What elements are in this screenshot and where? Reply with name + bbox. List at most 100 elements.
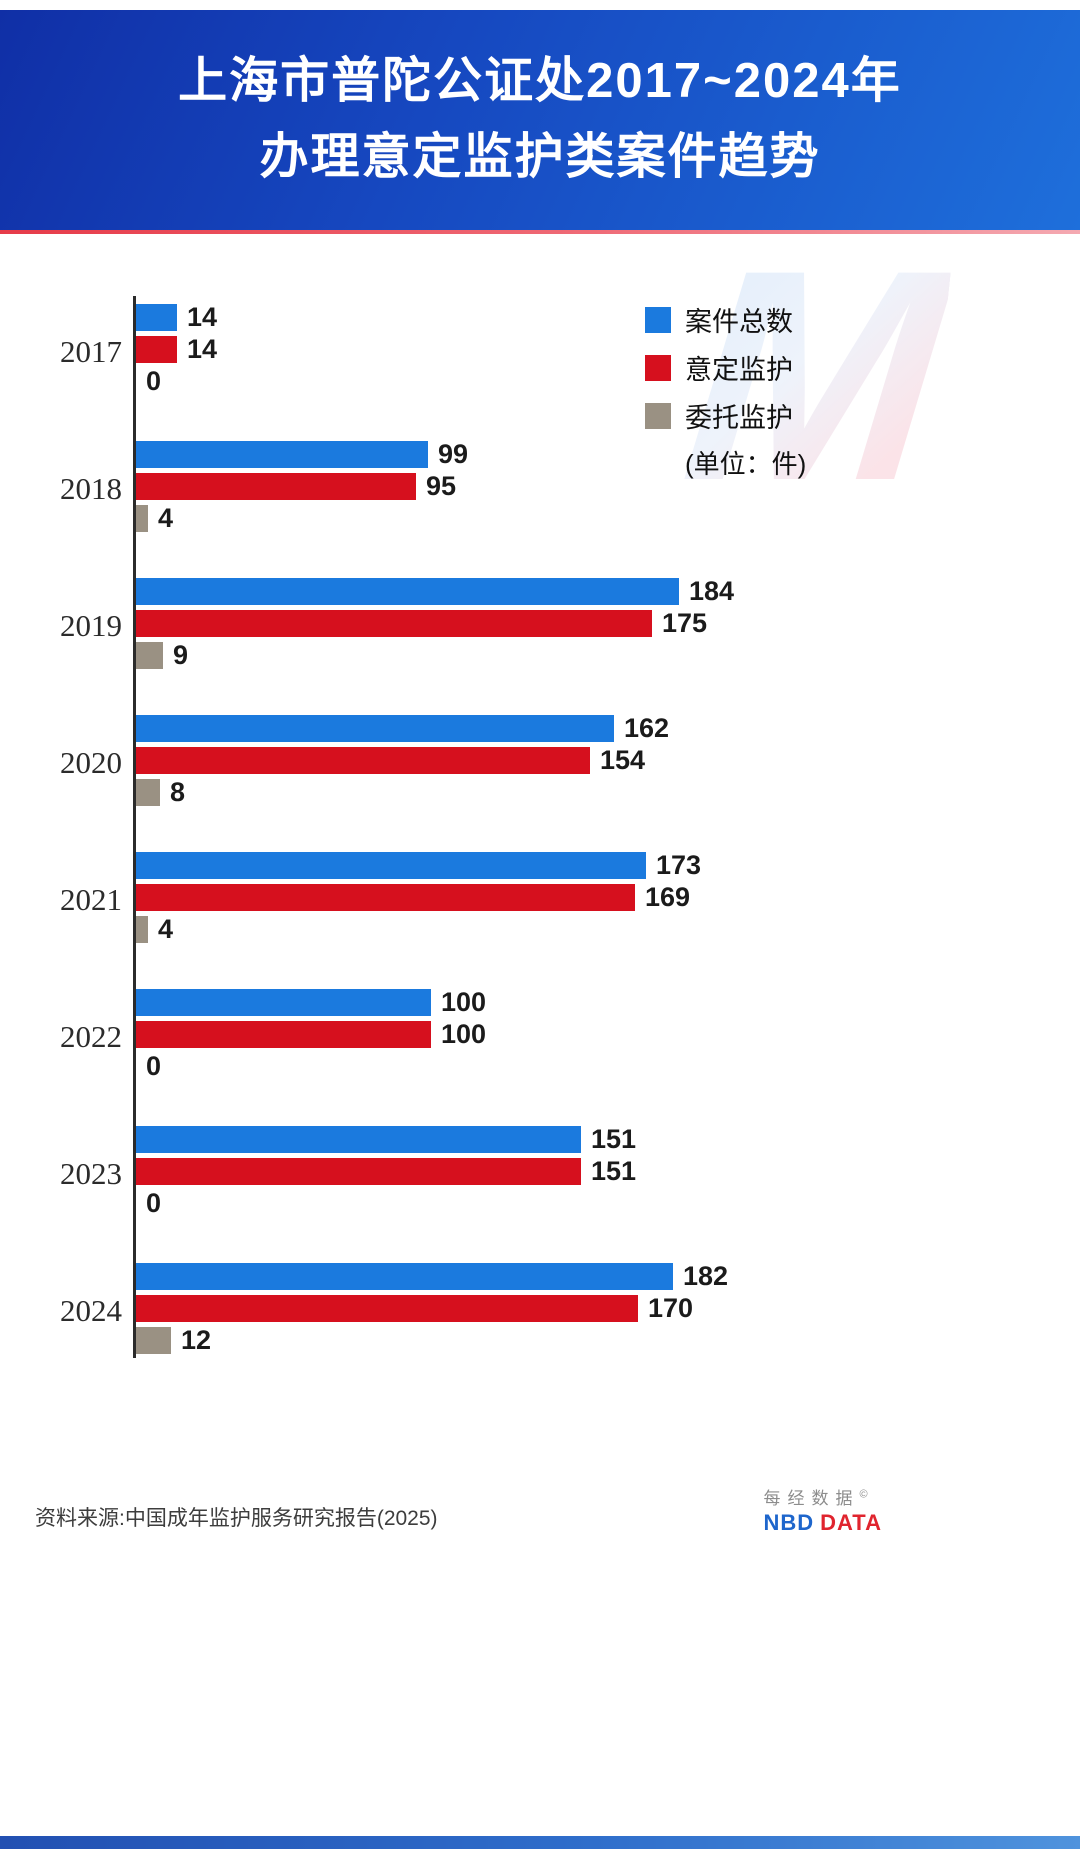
year-label: 2022 [60,1019,122,1054]
legend-item-entrusted-guardianship: 委托监护 [645,396,806,435]
bar-entrusted-guardianship [136,505,148,532]
year-group: 2023 151 151 0 [0,1124,1080,1218]
bar-line: 175 [136,608,1080,638]
bar-total-cases [136,304,177,331]
bar-entrusted-guardianship [136,916,148,943]
value-label: 0 [146,1188,162,1218]
nbd-logo-en-red: DATA [820,1510,882,1536]
bottom-accent-bar [0,1836,1080,1849]
header-banner: 上海市普陀公证处2017~2024年 办理意定监护类案件趋势 [0,10,1080,230]
year-label: 2018 [60,471,122,506]
bar-line: 169 [136,882,1080,912]
bar-voluntary-guardianship [136,473,416,500]
value-label: 0 [146,1051,162,1081]
bar-line: 14 [136,334,1080,364]
year-label: 2017 [60,334,122,369]
value-label: 12 [181,1325,212,1355]
bar-total-cases [136,715,614,742]
legend-item-voluntary-guardianship: 意定监护 [645,348,806,387]
value-label: 8 [170,777,186,807]
source-note: 资料来源:中国成年监护服务研究报告(2025) [35,1507,438,1530]
bar-voluntary-guardianship [136,747,590,774]
legend-label-entrusted-guardianship: 委托监护 [685,403,793,433]
value-label: 184 [689,576,735,606]
bar-voluntary-guardianship [136,610,652,637]
value-label: 170 [648,1293,694,1323]
value-label: 182 [683,1261,729,1291]
page-title-line2: 办理意定监护类案件趋势 [259,130,821,184]
chart-area: 2017 14 14 0 2018 99 95 4 2019 184 175 9 2020 162 154 8… [0,296,1080,1358]
bar-line: 95 [136,471,1080,501]
bar-line: 4 [136,914,1080,944]
bar-line: 4 [136,503,1080,533]
bar-line: 0 [136,366,1080,396]
year-label: 2024 [60,1293,122,1328]
bar-total-cases [136,441,428,468]
bar-line: 154 [136,745,1080,775]
bar-line: 14 [136,302,1080,332]
legend-label-voluntary-guardianship: 意定监护 [685,355,793,385]
legend-label-total-cases: 案件总数 [685,307,793,337]
bar-line: 151 [136,1124,1080,1154]
bar-total-cases [136,1263,673,1290]
bar-line: 170 [136,1293,1080,1323]
value-label: 14 [187,302,218,332]
bar-line: 182 [136,1261,1080,1291]
year-group: 2018 99 95 4 [0,439,1080,533]
value-label: 4 [158,503,174,533]
value-label: 100 [441,987,487,1017]
year-group: 2022 100 100 0 [0,987,1080,1081]
bar-line: 173 [136,850,1080,880]
legend-item-total-cases: 案件总数 [645,300,806,339]
bar-line: 162 [136,713,1080,743]
bar-line: 8 [136,777,1080,807]
value-label: 151 [591,1124,637,1154]
bar-total-cases [136,1126,581,1153]
year-group: 2021 173 169 4 [0,850,1080,944]
legend-swatch-total-cases-icon [645,306,671,333]
value-label: 99 [438,439,469,469]
bar-line: 9 [136,640,1080,670]
value-label: 9 [173,640,189,670]
unit-note: (单位：件) [685,449,807,479]
year-group: 2024 182 170 12 [0,1261,1080,1355]
value-label: 169 [645,882,691,912]
bar-line: 184 [136,576,1080,606]
bar-line: 151 [136,1156,1080,1186]
year-group: 2019 184 175 9 [0,576,1080,670]
bar-entrusted-guardianship [136,642,163,669]
year-group: 2017 14 14 0 [0,302,1080,396]
value-label: 151 [591,1156,637,1186]
value-label: 175 [662,608,708,638]
bar-line: 0 [136,1051,1080,1081]
bar-total-cases [136,989,431,1016]
year-group: 2020 162 154 8 [0,713,1080,807]
bar-line: 100 [136,987,1080,1017]
value-label: 4 [158,914,174,944]
bar-entrusted-guardianship [136,779,160,806]
bar-rows: 2017 14 14 0 2018 99 95 4 2019 184 175 9 2020 162 154 8… [0,296,1080,1358]
value-label: 162 [624,713,670,743]
value-label: 154 [600,745,646,775]
nbd-logo-cn: 每经数据© [763,1488,882,1509]
year-label: 2021 [60,882,122,917]
bar-voluntary-guardianship [136,336,177,363]
bar-voluntary-guardianship [136,1295,638,1322]
bar-total-cases [136,578,679,605]
copyright-mark: © [859,1488,868,1501]
page-title: 上海市普陀公证处2017~2024年 办理意定监护类案件趋势 [178,44,902,196]
bar-line: 100 [136,1019,1080,1049]
value-label: 14 [187,334,218,364]
nbd-logo-en: NBD DATA [763,1509,882,1537]
nbd-data-logo: 每经数据© NBD DATA [763,1488,882,1537]
value-label: 95 [426,471,457,501]
bar-entrusted-guardianship [136,1327,171,1354]
nbd-logo-en-blue: NBD [763,1510,815,1536]
year-label: 2023 [60,1156,122,1191]
bar-line: 12 [136,1325,1080,1355]
bar-voluntary-guardianship [136,1158,581,1185]
value-label: 100 [441,1019,487,1049]
bar-total-cases [136,852,646,879]
bar-voluntary-guardianship [136,1021,431,1048]
page-title-line1: 上海市普陀公证处2017~2024年 [178,54,902,109]
